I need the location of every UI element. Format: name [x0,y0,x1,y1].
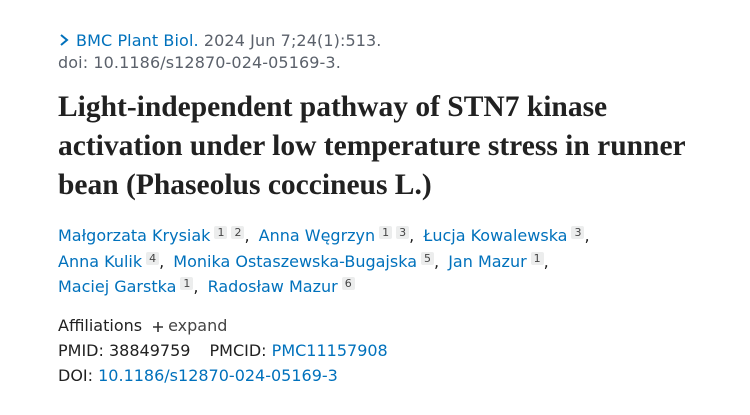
chevron-icon [60,34,69,46]
article-header: BMC Plant Biol. 2024 Jun 7;24(1):513. do… [58,30,698,388]
author-separator: , [193,277,199,296]
author-link[interactable]: Łucja Kowalewska [423,226,568,245]
author-link[interactable]: Monika Ostaszewska-Bugajska [173,251,417,271]
affiliations-row: Affiliations expand [58,313,698,338]
expand-toggle[interactable]: expand [168,315,228,335]
author: Anna Kulik 4, [58,251,168,271]
author-separator: , [244,226,250,245]
affiliations-label: Affiliations [58,315,143,335]
author-separator: , [409,226,415,245]
affiliation-number[interactable]: 1 [530,251,544,265]
journal-link[interactable]: BMC Plant Biol. [76,31,199,50]
pmcid-label: PMCID: [209,340,267,360]
doi-row: DOI: 10.1186/s12870-024-05169-3 [58,363,698,388]
doi-label: DOI: [58,365,94,385]
author-link[interactable]: Maciej Garstka [58,277,177,296]
citation-doi: doi: 10.1186/s12870-024-05169-3. [58,53,341,72]
affiliation-number[interactable]: 4 [146,251,160,265]
author-separator: , [543,251,549,271]
author-link[interactable]: Radosław Mazur [207,277,338,296]
article-title: Light-independent pathway of STN7 kinase… [58,91,686,201]
citation: BMC Plant Biol. 2024 Jun 7;24(1):513. do… [58,30,698,74]
citation-details: 2024 Jun 7;24(1):513. [203,31,382,50]
author: Anna Węgrzyn 1 3, [259,226,419,245]
author-link[interactable]: Jan Mazur [448,251,527,271]
doi-link[interactable]: 10.1186/s12870-024-05169-3 [98,365,338,385]
affiliation-number[interactable]: 1 [379,226,393,239]
affiliation-number[interactable]: 6 [341,277,355,290]
pmcid-link[interactable]: PMC11157908 [271,340,388,360]
author-separator: , [434,251,440,271]
author-separator: , [159,251,165,271]
author-list: Małgorzata Krysiak 1 2, Anna Węgrzyn 1 3, Łu… [58,223,658,300]
author-separator: , [584,226,590,245]
affiliation-number[interactable]: 3 [396,226,410,239]
id-row: PMID: 38849759 PMCID: PMC11157908 [58,338,698,363]
author: Radosław Mazur 6 [208,277,355,296]
author-link[interactable]: Anna Kulik [58,251,143,271]
author: Maciej Garstka 1, [58,277,203,296]
author: Małgorzata Krysiak 1 2, [58,226,254,245]
pmid-label: PMID: [58,340,104,360]
affiliation-number[interactable]: 2 [231,226,245,239]
affiliation-number[interactable]: 1 [214,226,228,239]
author-link[interactable]: Anna Węgrzyn [258,226,376,245]
affiliation-number[interactable]: 3 [571,226,585,239]
author: Monika Ostaszewska-Bugajska 5, [173,251,443,271]
plus-icon[interactable] [152,321,164,333]
author: Jan Mazur 1, [448,251,553,271]
author-link[interactable]: Małgorzata Krysiak [58,226,211,245]
affiliation-number[interactable]: 5 [421,251,434,265]
pmid: 38849759 [108,340,191,360]
affiliation-number[interactable]: 1 [180,277,194,290]
author: Łucja Kowalewska 3, [423,226,593,245]
